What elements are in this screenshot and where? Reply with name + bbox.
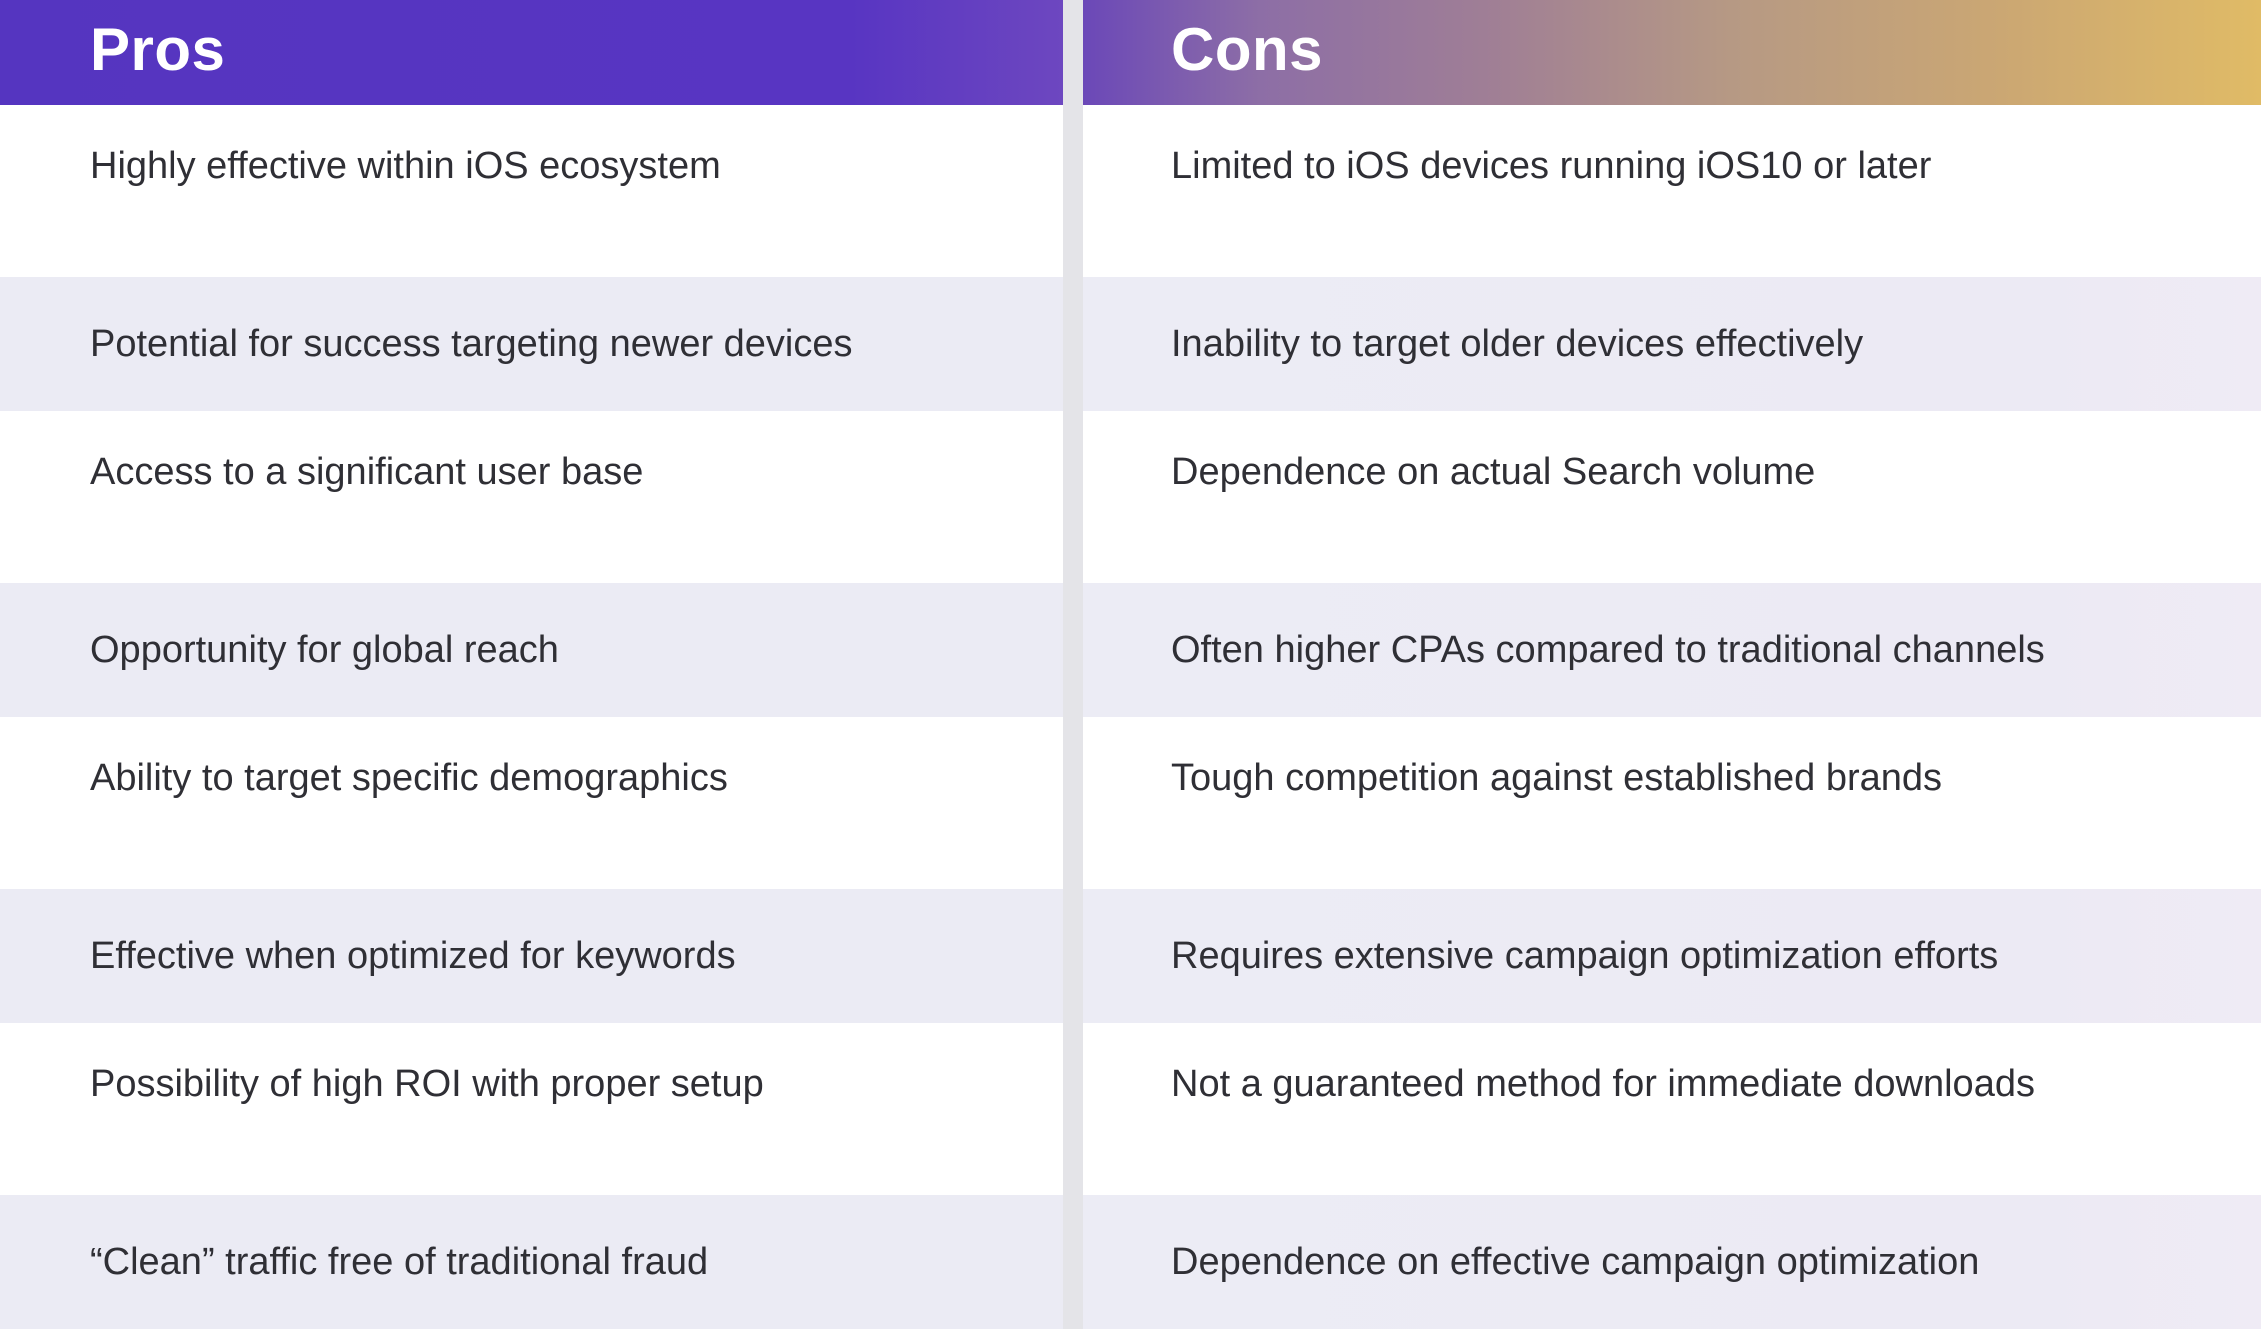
pros-title: Pros: [90, 16, 226, 83]
table-row: Opportunity for global reach: [0, 583, 1063, 717]
cons-item: Inability to target older devices effect…: [1171, 323, 1864, 365]
cons-item: Limited to iOS devices running iOS10 or …: [1171, 145, 1932, 187]
table-row: Inability to target older devices effect…: [1083, 277, 2261, 411]
pros-item: Highly effective within iOS ecosystem: [90, 145, 721, 187]
table-row: Requires extensive campaign optimization…: [1083, 889, 2261, 1023]
pros-item: Potential for success targeting newer de…: [90, 323, 853, 365]
table-row: Possibility of high ROI with proper setu…: [0, 1023, 1063, 1195]
table-row: Effective when optimized for keywords: [0, 889, 1063, 1023]
pros-item: Effective when optimized for keywords: [90, 935, 736, 977]
pros-item: “Clean” traffic free of traditional frau…: [90, 1241, 709, 1283]
column-divider: [1063, 0, 1083, 1329]
table-row: Dependence on actual Search volume: [1083, 411, 2261, 583]
table-row: Tough competition against established br…: [1083, 717, 2261, 889]
cons-item: Not a guaranteed method for immediate do…: [1171, 1063, 2035, 1105]
cons-item: Tough competition against established br…: [1171, 757, 1943, 799]
table-row: Not a guaranteed method for immediate do…: [1083, 1023, 2261, 1195]
table-row: Often higher CPAs compared to traditiona…: [1083, 583, 2261, 717]
cons-item: Often higher CPAs compared to traditiona…: [1171, 629, 2045, 671]
table-row: Highly effective within iOS ecosystem: [0, 105, 1063, 277]
cons-item: Dependence on actual Search volume: [1171, 451, 1816, 493]
table-row: Potential for success targeting newer de…: [0, 277, 1063, 411]
pros-item: Possibility of high ROI with proper setu…: [90, 1063, 764, 1105]
cons-title: Cons: [1171, 16, 1323, 83]
cons-item: Requires extensive campaign optimization…: [1171, 935, 1999, 977]
cons-header: Cons: [1083, 0, 2261, 105]
table-row: Dependence on effective campaign optimiz…: [1083, 1195, 2261, 1329]
cons-column: Cons Limited to iOS devices running iOS1…: [1083, 0, 2261, 1329]
table-row: Ability to target specific demographics: [0, 717, 1063, 889]
pros-item: Opportunity for global reach: [90, 629, 559, 671]
table-row: “Clean” traffic free of traditional frau…: [0, 1195, 1063, 1329]
cons-item: Dependence on effective campaign optimiz…: [1171, 1241, 1980, 1283]
pros-column: Pros Highly effective within iOS ecosyst…: [0, 0, 1063, 1329]
table-row: Limited to iOS devices running iOS10 or …: [1083, 105, 2261, 277]
table-row: Access to a significant user base: [0, 411, 1063, 583]
pros-item: Access to a significant user base: [90, 451, 644, 493]
pros-item: Ability to target specific demographics: [90, 757, 728, 799]
pros-header: Pros: [0, 0, 1063, 105]
